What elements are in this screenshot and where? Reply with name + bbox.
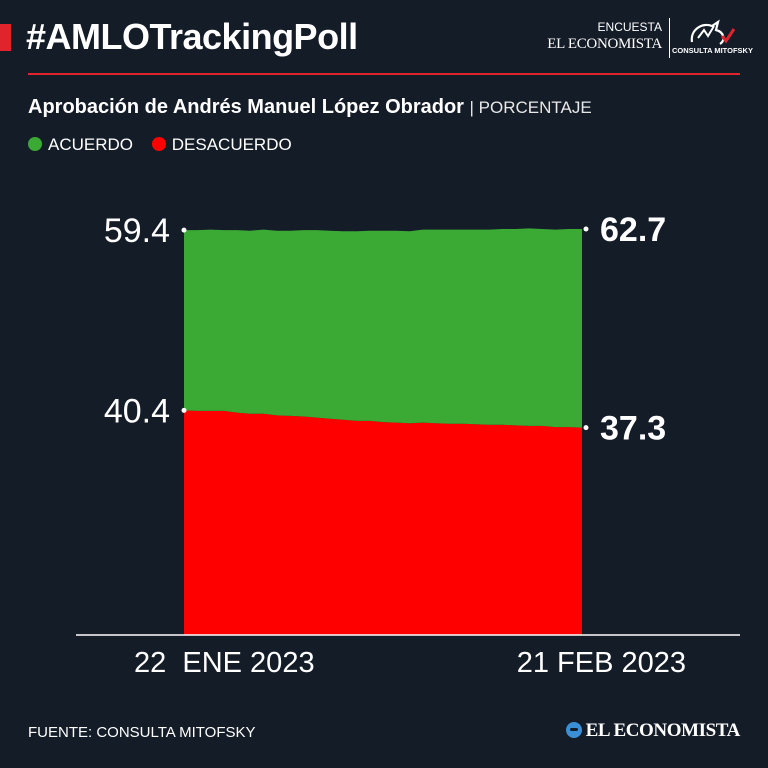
data-label-end-acuerdo: 62.7 <box>600 211 666 249</box>
x-tick-label-start: 22 ENE 2023 <box>134 647 315 679</box>
legend-swatch-desacuerdo <box>151 136 166 151</box>
brand-mitofsky-label: CONSULTA MITOFSKY <box>672 46 753 55</box>
el-economista-logo-icon <box>565 722 582 738</box>
brand-economista-label: EL ECONOMISTA <box>547 36 662 52</box>
marker-start-acuerdo <box>181 227 187 233</box>
header-brand: ENCUESTA EL ECONOMISTA CONSULTA MITOFSKY <box>547 14 753 60</box>
data-label-end-desacuerdo: 37.3 <box>600 410 666 448</box>
legend-label-desacuerdo: DESACUERDO <box>171 134 292 154</box>
page-title: #AMLOTrackingPoll <box>26 16 358 57</box>
area-desacuerdo <box>184 410 582 635</box>
chart-title: Aprobación de Andrés Manuel López Obrado… <box>28 96 464 118</box>
marker-end-acuerdo <box>583 226 589 232</box>
accent-tab <box>0 24 11 51</box>
area-acuerdo <box>184 228 582 428</box>
chart-subtitle: Aprobación de Andrés Manuel López Obrado… <box>28 96 592 119</box>
legend-item-desacuerdo: DESACUERDO <box>151 134 292 155</box>
legend-swatch-acuerdo <box>28 136 42 151</box>
marker-start-desacuerdo <box>181 407 187 413</box>
chart-unit-text: PORCENTAJE <box>478 98 592 117</box>
data-label-start-acuerdo: 59.4 <box>104 212 170 250</box>
chart-unit: | PORCENTAJE <box>469 98 592 117</box>
header-divider <box>28 73 740 75</box>
source-note: FUENTE: CONSULTA MITOFSKY <box>28 724 256 741</box>
footer-logo: EL ECONOMISTA <box>565 720 741 742</box>
chart-legend: ACUERDO DESACUERDO <box>28 134 306 155</box>
footer-logo-text: EL ECONOMISTA <box>585 720 741 741</box>
legend-item-acuerdo: ACUERDO <box>28 135 133 155</box>
data-label-start-desacuerdo: 40.4 <box>104 392 170 430</box>
marker-end-desacuerdo <box>583 425 589 431</box>
mitofsky-logo-icon <box>690 19 736 45</box>
legend-label-acuerdo: ACUERDO <box>48 134 134 154</box>
brand-divider <box>669 18 670 58</box>
brand-encuesta-label: ENCUESTA <box>597 20 662 34</box>
x-tick-label-end: 21 FEB 2023 <box>517 647 686 679</box>
